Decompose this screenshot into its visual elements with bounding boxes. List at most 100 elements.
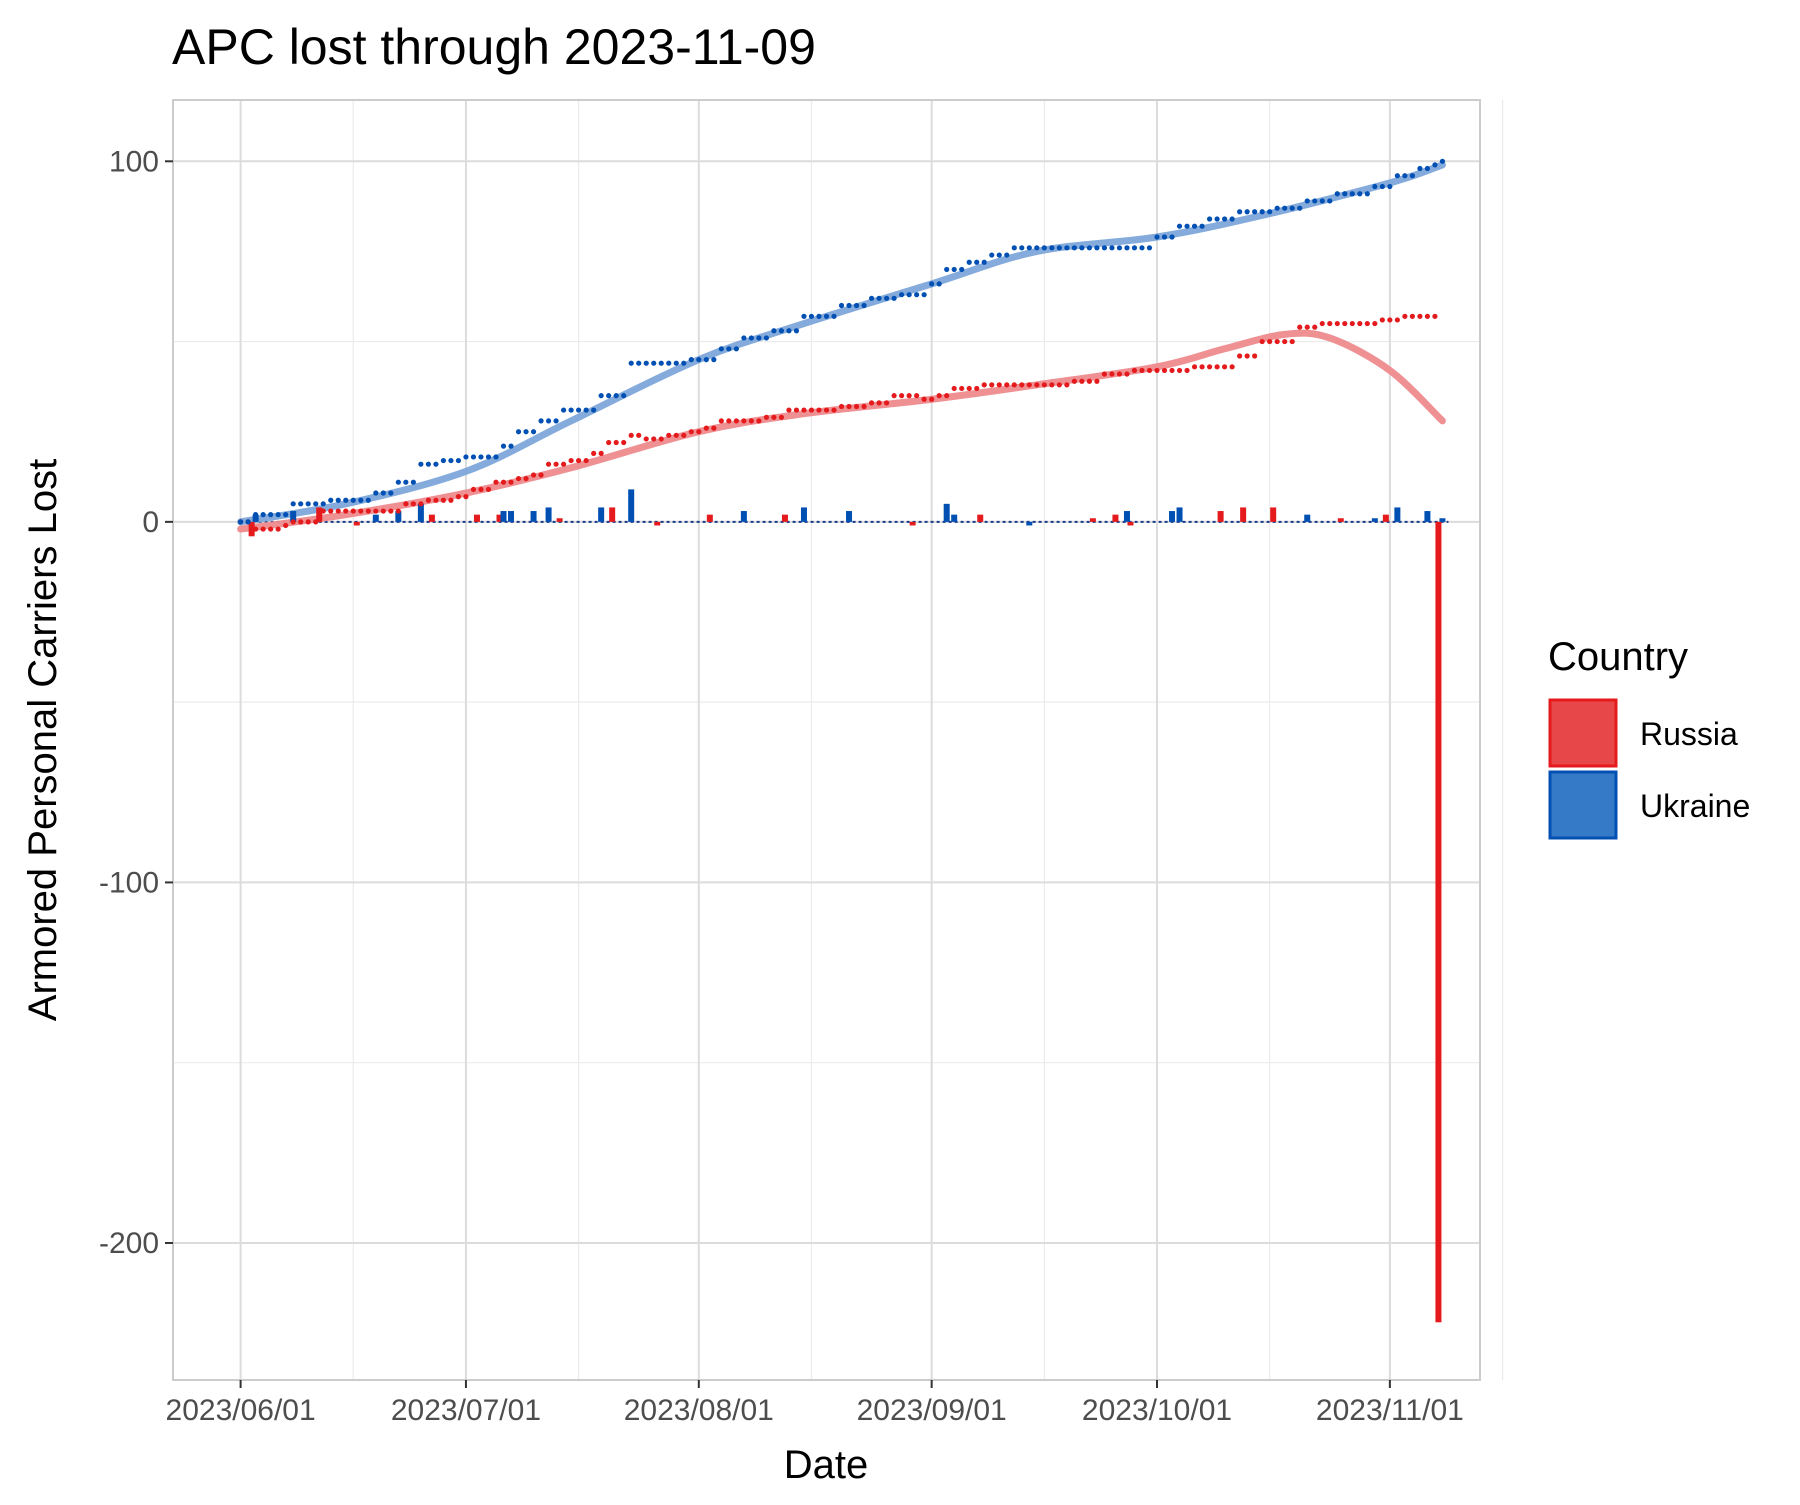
point-ukraine [238,519,244,525]
point-russia [748,418,754,424]
point-ukraine [1349,191,1355,197]
daily-bar-ukraine [1439,518,1446,522]
point-russia [1402,313,1408,319]
point-ukraine [846,302,852,309]
point-ukraine [410,479,416,485]
point-ukraine [313,501,319,507]
point-ukraine [1049,245,1055,251]
point-ukraine [883,295,890,301]
point-ukraine [1402,173,1408,179]
daily-bar-ukraine [252,514,259,522]
point-ukraine [861,302,867,309]
point-russia [1357,320,1363,327]
daily-bar-ukraine [545,507,552,522]
point-russia [388,508,394,514]
point-russia [846,403,852,410]
y-tick-label: -200 [99,1227,159,1260]
point-ukraine [485,454,492,460]
point-russia [583,457,589,464]
smooth-line-ukraine [237,161,1446,526]
point-ukraine [643,360,649,366]
point-russia [418,501,424,507]
point-ukraine [1229,216,1235,222]
point-ukraine [756,335,762,341]
point-russia [1387,317,1393,323]
point-russia [523,475,529,482]
y-tick-label: 0 [142,506,159,539]
point-russia [1056,382,1062,388]
point-ukraine [944,266,950,273]
point-ukraine [996,252,1002,258]
daily-bar-russia [1127,521,1134,526]
point-russia [1267,338,1273,345]
point-russia [1349,320,1355,327]
point-russia [1116,371,1123,377]
point-ukraine [1176,223,1183,229]
daily-bar-russia [1382,514,1389,522]
point-russia [1176,367,1183,374]
point-russia [1086,378,1093,384]
point-russia [545,461,552,467]
point-ukraine [711,357,717,363]
point-ukraine [1372,183,1378,190]
point-russia [350,508,356,514]
point-russia [1244,353,1250,359]
point-russia [485,486,492,493]
point-russia [1394,317,1400,323]
point-russia [1432,313,1438,319]
daily-bar-russia [316,507,323,522]
point-russia [1304,324,1310,330]
point-ukraine [365,497,371,503]
point-russia [726,418,732,424]
point-russia [666,432,672,438]
point-russia [1011,382,1017,388]
point-ukraine [583,407,589,413]
point-ukraine [425,461,431,467]
point-ukraine [1259,209,1265,215]
legend-label-ukraine: Ukraine [1640,788,1750,824]
point-russia [1154,367,1160,374]
point-russia [1417,313,1423,319]
point-russia [553,461,559,467]
point-russia [981,382,987,388]
point-russia [1026,382,1032,388]
point-ukraine [253,512,259,518]
point-ukraine [568,407,574,413]
daily-bar-russia [428,514,435,522]
point-russia [643,436,649,442]
point-ukraine [1191,223,1198,229]
point-russia [463,494,469,500]
point-ukraine [305,501,311,507]
point-russia [831,407,837,413]
point-ukraine [816,313,822,319]
point-ukraine [703,357,709,363]
y-axis-label: Armored Personal Carriers Lost [21,459,65,1021]
point-russia [440,497,447,503]
point-russia [688,429,694,435]
point-russia [1034,382,1040,388]
point-russia [1334,320,1340,327]
point-russia [944,393,950,399]
point-ukraine [1041,245,1047,251]
point-ukraine [373,490,379,496]
point-ukraine [1094,245,1100,251]
point-ukraine [591,407,597,413]
point-russia [1019,382,1025,388]
point-ukraine [1086,245,1093,251]
daily-bar-ukraine [530,511,537,522]
point-ukraine [989,252,995,258]
daily-bar-ukraine [800,507,807,522]
point-ukraine [335,497,341,503]
daily-bar-russia [556,518,563,522]
point-russia [1049,382,1055,388]
daily-bar-ukraine [1304,514,1311,522]
point-russia [1289,338,1295,345]
point-ukraine [1424,165,1431,172]
x-tick-label: 2023/09/01 [857,1394,1007,1427]
point-russia [343,508,349,514]
point-russia [906,393,912,399]
point-russia [268,526,274,532]
point-russia [823,407,830,413]
daily-bar-russia [1217,511,1224,522]
x-axis-ticks: 2023/06/01 2023/07/01 2023/08/01 2023/09/01… [166,1380,1464,1427]
